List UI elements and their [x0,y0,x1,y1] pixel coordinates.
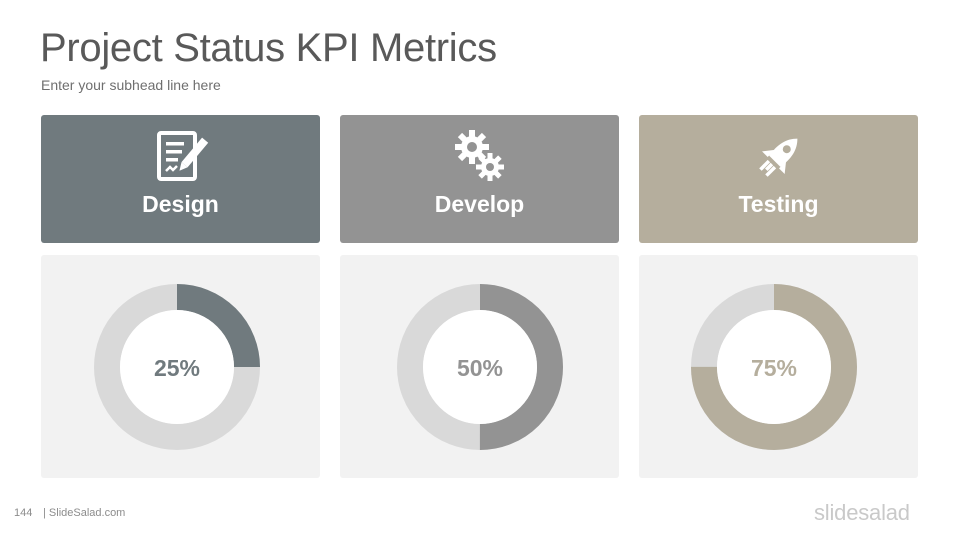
card-header-testing: Testing [639,115,918,243]
page-number: 144 [14,507,33,519]
rocket-icon [639,129,918,185]
donut-hole [717,310,831,424]
card-label-design: Design [142,191,219,217]
slidesalad-logo: slidesalad [814,500,910,525]
card-body-design: 25% [41,255,320,478]
donut-chart-develop: 50% [397,284,563,450]
card-header-design: Design [41,115,320,243]
document-pen-icon [41,129,320,185]
donut-arc-testing [691,284,857,450]
card-label-testing: Testing [738,191,819,217]
donut-chart-testing: 75% [691,284,857,450]
donut-hole [120,310,234,424]
donut-hole [423,310,537,424]
page-subhead: Enter your subhead line here [41,77,221,93]
gears-icon [340,129,619,185]
card-header-develop: Develop [340,115,619,243]
card-body-testing: 75% [639,255,918,478]
donut-value-label-testing: 75% [751,355,797,381]
donut-value-label-design: 25% [154,355,200,381]
footer-site-link: | SlideSalad.com [43,507,126,519]
donut-chart-design: 25% [94,284,260,450]
donut-arc-design [94,284,260,450]
page-title: Project Status KPI Metrics [40,26,497,70]
donut-value-label-develop: 50% [457,355,503,381]
donut-arc-develop [397,284,563,450]
card-body-develop: 50% [340,255,619,478]
card-label-develop: Develop [434,191,525,217]
